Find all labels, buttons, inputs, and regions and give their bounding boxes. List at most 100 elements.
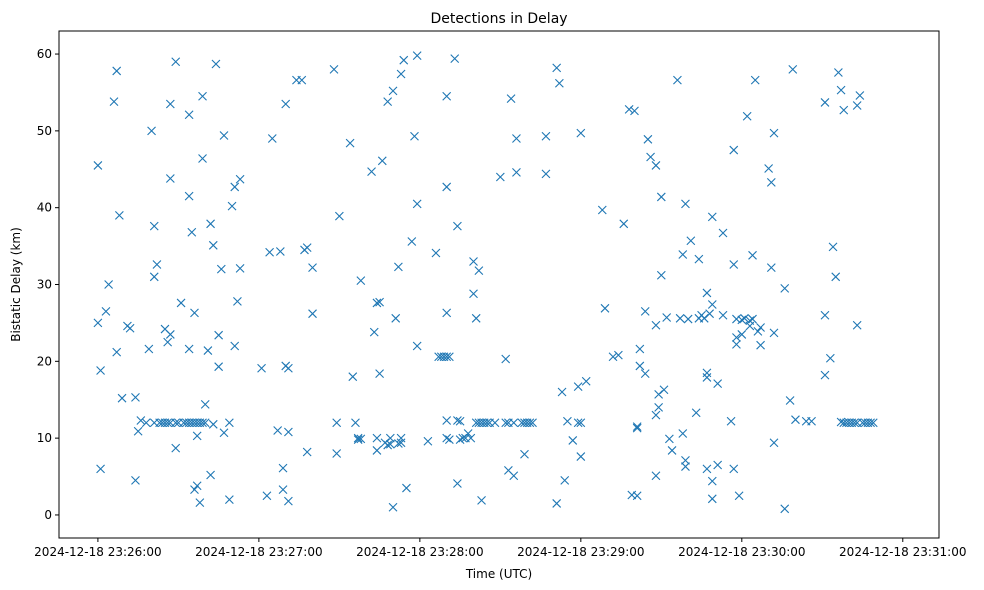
data-point bbox=[431, 248, 441, 258]
data-point bbox=[750, 75, 760, 85]
data-point bbox=[520, 449, 529, 459]
data-point bbox=[412, 199, 422, 209]
data-point bbox=[396, 433, 406, 443]
data-point bbox=[444, 435, 454, 445]
data-point bbox=[635, 361, 645, 371]
y-tick-label: 0 bbox=[44, 508, 52, 522]
x-axis-ticks: 2024-12-18 23:26:00 2024-12-18 23:27:00 20… bbox=[34, 538, 967, 559]
data-point bbox=[329, 65, 339, 74]
data-point bbox=[686, 236, 696, 246]
data-point bbox=[748, 250, 757, 260]
data-point bbox=[442, 433, 452, 443]
data-point bbox=[190, 485, 199, 494]
data-point bbox=[640, 306, 650, 316]
data-point bbox=[391, 313, 401, 323]
data-point bbox=[651, 320, 661, 330]
data-point bbox=[651, 410, 661, 420]
data-point bbox=[632, 423, 642, 433]
data-point bbox=[780, 283, 790, 293]
data-point bbox=[563, 416, 572, 426]
data-point bbox=[702, 288, 712, 298]
data-point bbox=[171, 57, 181, 67]
data-point bbox=[200, 399, 210, 409]
data-point bbox=[656, 192, 666, 202]
data-point bbox=[214, 330, 224, 340]
data-point bbox=[176, 298, 186, 308]
data-point bbox=[278, 485, 288, 494]
data-point bbox=[163, 337, 173, 347]
data-point bbox=[597, 205, 607, 215]
data-point bbox=[345, 138, 355, 148]
data-point bbox=[442, 308, 452, 318]
data-point bbox=[453, 479, 462, 488]
data-point bbox=[512, 134, 521, 143]
data-point bbox=[509, 471, 519, 481]
plot-area-frame bbox=[58, 30, 940, 539]
data-point bbox=[351, 418, 360, 428]
data-point bbox=[101, 306, 111, 316]
data-point bbox=[651, 471, 661, 481]
data-point bbox=[820, 310, 830, 320]
data-point bbox=[216, 264, 226, 274]
data-point bbox=[726, 416, 736, 426]
data-points bbox=[93, 51, 878, 514]
data-point bbox=[93, 161, 103, 170]
data-point bbox=[133, 426, 143, 436]
data-point bbox=[192, 431, 202, 441]
data-point bbox=[702, 373, 712, 382]
data-point bbox=[573, 382, 583, 392]
data-point bbox=[573, 418, 583, 428]
x-tick-label: 2024-12-18 23:30:00 bbox=[678, 545, 805, 559]
y-tick-label: 50 bbox=[37, 124, 52, 138]
data-point bbox=[230, 182, 240, 192]
data-point bbox=[385, 433, 395, 443]
data-point bbox=[463, 429, 473, 438]
data-point bbox=[635, 344, 645, 354]
data-point bbox=[729, 464, 739, 474]
y-tick-label: 20 bbox=[37, 354, 52, 368]
data-point bbox=[165, 330, 175, 339]
data-point bbox=[576, 418, 586, 428]
data-point bbox=[302, 447, 312, 457]
data-point bbox=[646, 152, 655, 162]
data-point bbox=[412, 341, 422, 351]
data-point bbox=[353, 433, 363, 443]
x-axis-label: Time (UTC) bbox=[465, 567, 532, 581]
data-point bbox=[807, 416, 816, 426]
data-point bbox=[651, 161, 661, 170]
data-point bbox=[766, 263, 776, 272]
data-point bbox=[206, 470, 215, 480]
data-point bbox=[131, 393, 140, 402]
data-point bbox=[165, 99, 175, 109]
data-point bbox=[233, 297, 242, 306]
data-point bbox=[93, 318, 103, 328]
x-tick-label: 2024-12-18 23:26:00 bbox=[34, 545, 161, 559]
data-point bbox=[707, 476, 717, 486]
data-point bbox=[753, 326, 763, 336]
data-point bbox=[227, 201, 237, 211]
data-point bbox=[737, 315, 747, 325]
data-point bbox=[187, 227, 197, 237]
data-point bbox=[375, 369, 384, 378]
data-point bbox=[737, 330, 747, 339]
data-point bbox=[372, 446, 382, 455]
data-point bbox=[825, 353, 835, 363]
data-point bbox=[184, 344, 194, 354]
data-point bbox=[764, 164, 774, 173]
data-point bbox=[718, 228, 728, 238]
data-point bbox=[477, 495, 486, 505]
data-point bbox=[267, 134, 277, 143]
data-point bbox=[788, 65, 798, 74]
data-point bbox=[850, 418, 859, 428]
data-point bbox=[560, 475, 570, 485]
data-point bbox=[619, 219, 629, 229]
data-point bbox=[165, 174, 175, 183]
data-point bbox=[509, 418, 519, 428]
data-point bbox=[131, 475, 140, 485]
data-point bbox=[756, 323, 765, 332]
data-point bbox=[756, 340, 765, 350]
data-point bbox=[171, 418, 181, 428]
data-point bbox=[705, 309, 714, 319]
data-point bbox=[852, 320, 862, 330]
